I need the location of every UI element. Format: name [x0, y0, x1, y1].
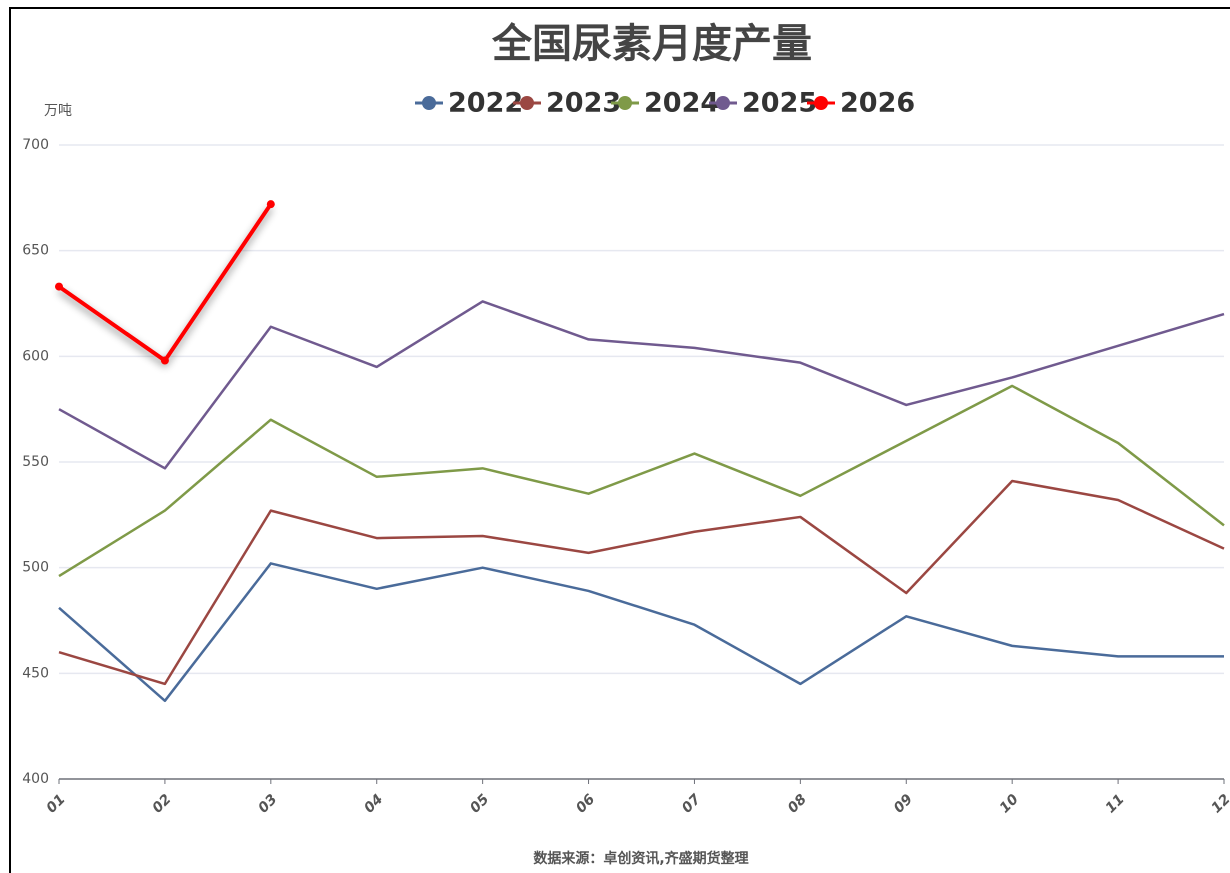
legend-label: 2026 [840, 88, 915, 119]
y-unit: 万吨 [44, 103, 72, 119]
series-line [58, 479, 1225, 686]
legend-label: 2025 [742, 88, 817, 119]
legend-marker [422, 96, 436, 110]
legend-label: 2022 [448, 88, 523, 119]
y-tick-label: 600 [22, 348, 49, 364]
y-tick-label: 700 [22, 137, 49, 153]
legend-label: 2024 [644, 88, 719, 119]
source: 数据来源：卓创资讯,齐盛期货整理 [533, 850, 748, 867]
legend-marker [814, 96, 828, 110]
series-line [58, 384, 1225, 578]
series-line [58, 300, 1225, 470]
legend-marker [618, 96, 632, 110]
series-line [58, 562, 1224, 703]
point [55, 282, 63, 291]
y-tick-label: 500 [22, 560, 49, 576]
legend-marker [716, 96, 730, 110]
point [266, 200, 275, 209]
frame [9, 7, 1230, 873]
legend-label: 2023 [546, 88, 621, 119]
y-tick-label: 650 [22, 243, 49, 259]
point [160, 356, 169, 365]
legend-marker [520, 96, 534, 110]
y-tick-label: 400 [22, 771, 49, 787]
chart-title: 全国尿素月度产量 [491, 21, 812, 67]
y-tick-label: 450 [22, 665, 49, 681]
y-tick-label: 550 [22, 454, 49, 470]
